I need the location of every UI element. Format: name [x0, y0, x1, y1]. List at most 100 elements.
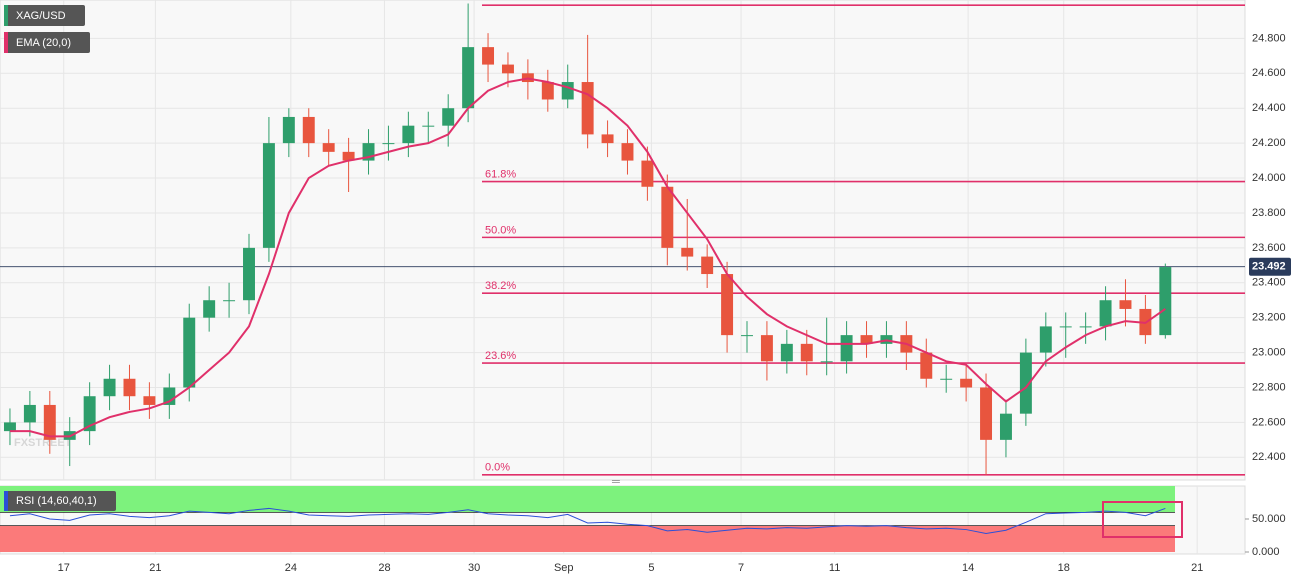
- x-tick-label: 18: [1058, 562, 1070, 574]
- legend-rsi-swatch: [4, 491, 8, 511]
- candle-body: [482, 47, 495, 65]
- y-tick-label: 23.200: [1252, 312, 1286, 324]
- legend-rsi: RSI (14,60,40,1): [16, 495, 97, 507]
- candle-body: [302, 116, 315, 144]
- x-tick-label: 17: [58, 562, 70, 574]
- candle-body: [960, 378, 973, 388]
- pane-handle: ═: [611, 476, 620, 488]
- x-tick-label: 7: [738, 562, 744, 574]
- rsi-oversold-band: [0, 525, 1175, 552]
- ema-line: [9, 77, 1166, 438]
- candle-body: [262, 143, 275, 248]
- y-tick-label: 22.400: [1252, 451, 1286, 463]
- y-tick-label: 24.200: [1252, 137, 1286, 149]
- legend-ema-box: [4, 32, 90, 53]
- candle-body: [541, 82, 554, 100]
- candle-body: [322, 143, 335, 152]
- candle-body: [681, 247, 694, 257]
- y-tick-label: 24.800: [1252, 32, 1286, 44]
- candle-body: [402, 125, 415, 144]
- legend-rsi-box: [4, 491, 116, 511]
- candle-body: [203, 300, 216, 318]
- candle-body: [382, 143, 395, 145]
- candle-body: [442, 108, 455, 126]
- highlight-box: [1102, 501, 1183, 538]
- x-tick-label: 11: [829, 562, 840, 574]
- candle-body: [860, 335, 873, 344]
- candle-body: [143, 396, 156, 405]
- fib-label: 61.8%: [485, 168, 516, 180]
- legend-ema: EMA (20,0): [16, 37, 71, 49]
- price-pane: [0, 0, 1246, 481]
- candle-body: [83, 396, 96, 432]
- candle-body: [1059, 326, 1072, 328]
- candle-body: [501, 64, 514, 74]
- marks: 61.8% 50.0% 38.2% 23.6% 0.0%: [0, 3, 1245, 535]
- candle-body: [1019, 352, 1032, 414]
- candle-body: [1039, 326, 1052, 353]
- candle-body: [123, 378, 136, 397]
- legend-symbol: XAG/USD: [16, 10, 66, 22]
- candle-body: [3, 422, 16, 432]
- rsi-tick-label: 50.000: [1252, 513, 1286, 525]
- candle-body: [103, 378, 116, 397]
- candle-body: [163, 387, 176, 405]
- y-tick-label: 23.600: [1252, 242, 1286, 254]
- x-tick-label: 21: [149, 562, 161, 574]
- candle-body: [701, 256, 714, 275]
- y-tick-label: 23.000: [1252, 346, 1286, 358]
- last-price-label: 23.492: [1252, 261, 1286, 273]
- rsi-overbought-band: [0, 486, 1175, 513]
- candle-body: [422, 125, 435, 127]
- candle-body: [561, 82, 574, 100]
- candle-body: [999, 413, 1012, 440]
- fib-label: 38.2%: [485, 280, 516, 292]
- candle-body: [621, 143, 634, 161]
- candle-body: [741, 335, 753, 337]
- candle-body: [23, 404, 36, 423]
- candle-body: [980, 387, 993, 440]
- candle-body: [721, 274, 734, 336]
- y-tick-label: 24.600: [1252, 67, 1286, 79]
- fib-label: 50.0%: [485, 224, 516, 236]
- y-tick-label: 23.800: [1252, 207, 1286, 219]
- watermark: FXSTREET: [14, 437, 72, 449]
- rsi-line: [9, 507, 1166, 535]
- y-tick-label: 22.600: [1252, 416, 1286, 428]
- x-tick-label: 28: [378, 562, 390, 574]
- x-tick-label: Sep: [554, 562, 574, 574]
- candle-body: [1099, 300, 1112, 327]
- y-tick-label: 23.400: [1252, 277, 1286, 289]
- x-tick-label: 24: [285, 562, 297, 574]
- legend-symbol-swatch: [4, 5, 8, 26]
- y-tick-label: 22.800: [1252, 381, 1286, 393]
- candle-body: [362, 143, 375, 161]
- candle-body: [940, 378, 953, 380]
- candle-body: [1119, 300, 1132, 309]
- candle-body: [920, 352, 933, 379]
- last-price-tag: [1249, 257, 1291, 276]
- x-tick-label: 14: [962, 562, 974, 574]
- candle-body: [800, 343, 813, 362]
- y-tick-label: 24.000: [1252, 172, 1286, 184]
- fib-label: 23.6%: [485, 350, 516, 362]
- y-tick-label: 24.400: [1252, 102, 1286, 114]
- candle-body: [661, 186, 674, 248]
- candle-body: [780, 343, 793, 362]
- x-tick-label: 5: [648, 562, 654, 574]
- candle-body: [581, 82, 594, 135]
- candle-body: [462, 47, 475, 109]
- candle-body: [601, 134, 614, 144]
- candle-body: [282, 116, 295, 144]
- candle-body: [223, 300, 236, 302]
- candle-body: [760, 335, 773, 362]
- candle-body: [243, 247, 255, 301]
- candle-body: [1079, 326, 1092, 328]
- candle-body: [1159, 267, 1172, 336]
- fib-label: 0.0%: [485, 462, 510, 474]
- x-tick-label: 30: [468, 562, 480, 574]
- legend-symbol-box: [4, 5, 85, 26]
- rsi-tick-label: 0.000: [1252, 546, 1280, 558]
